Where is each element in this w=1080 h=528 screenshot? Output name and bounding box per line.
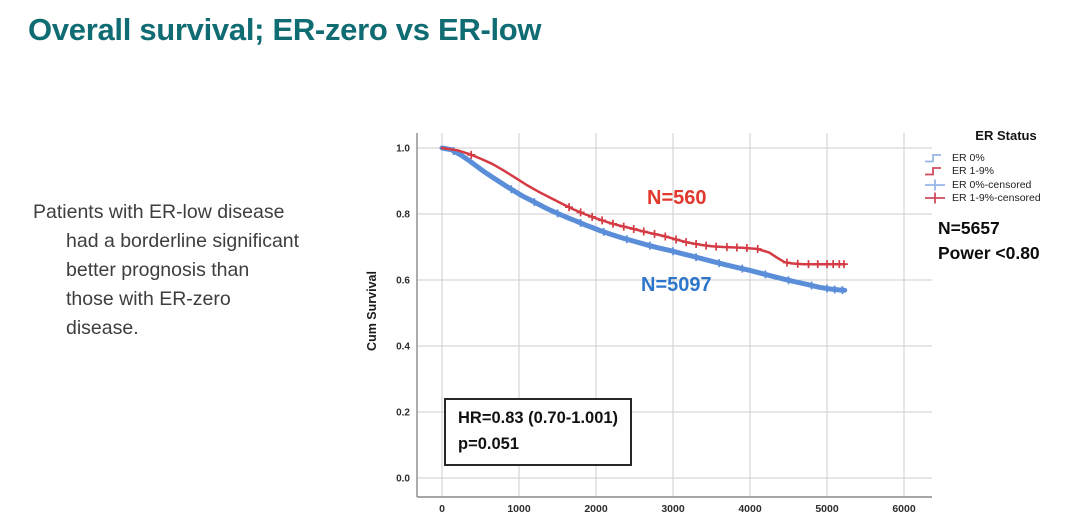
note-line: those with ER-zero <box>66 288 231 310</box>
step-line-icon <box>925 167 941 176</box>
x-tick-label: 2000 <box>584 503 608 515</box>
p-value: p=0.051 <box>458 435 520 453</box>
censor-mark <box>702 241 711 250</box>
hr-value: HR=0.83 (0.70-1.001) <box>458 409 619 427</box>
censor-mark <box>530 198 539 207</box>
censor-mark <box>742 244 751 253</box>
censor-mark <box>732 243 741 252</box>
censor-mark <box>830 285 839 294</box>
censor-mark <box>692 240 701 249</box>
legend-item-er19: ER 1-9% <box>924 165 1080 179</box>
y-tick-label: 0.0 <box>396 474 410 485</box>
censor-mark <box>692 253 701 262</box>
censor-mark <box>823 284 831 293</box>
cohort-stats: N=5657 Power <0.80 <box>938 216 1040 266</box>
axes <box>416 133 932 498</box>
note-line: had a borderline significant <box>66 230 300 252</box>
censor-mark <box>682 238 691 247</box>
censor-mark <box>588 212 597 221</box>
y-tick-label: 0.8 <box>396 210 410 221</box>
censor-mark <box>622 235 631 244</box>
note-line: Patients with ER-low disease <box>33 201 285 223</box>
censor-mark <box>650 229 659 238</box>
censor-mark <box>661 232 670 241</box>
note-line: better prognosis than <box>66 259 250 281</box>
x-tick-label: 5000 <box>815 503 839 515</box>
censor-mark <box>599 227 608 236</box>
censor-mark <box>639 227 648 236</box>
censor-mark <box>672 235 681 244</box>
x-tick-label: 0 <box>439 503 445 515</box>
censor-mark <box>669 247 677 256</box>
hazard-ratio-box: HR=0.83 (0.70-1.001) p=0.051 <box>444 398 633 466</box>
censor-mark <box>753 244 762 253</box>
er-low-n-label: N=560 <box>647 187 707 209</box>
note-line: disease. <box>66 317 139 339</box>
censor-mark <box>838 286 847 295</box>
censor-mark <box>715 259 724 268</box>
series-er19 <box>440 146 848 269</box>
censor-mark <box>784 276 793 285</box>
legend-item-label: ER 0% <box>952 151 985 164</box>
censor-mark <box>598 216 607 225</box>
x-tick-label: 4000 <box>738 503 762 515</box>
er-zero-n-label: N=5097 <box>641 274 712 296</box>
censored-plus-icon <box>925 179 945 191</box>
y-tick-label: 0.4 <box>396 342 410 353</box>
censor-mark <box>576 218 585 227</box>
note-text: Patients with ER-low disease had a borde… <box>33 198 338 343</box>
censor-mark <box>738 264 747 273</box>
censor-mark <box>793 259 802 268</box>
power-value: Power <0.80 <box>938 243 1040 263</box>
censor-mark <box>608 219 617 228</box>
x-tick-label: 3000 <box>661 503 685 515</box>
x-tick-label: 6000 <box>892 503 916 515</box>
censor-mark <box>629 224 638 233</box>
legend-item-label: ER 1-9%-censored <box>952 192 1041 205</box>
censor-mark <box>565 203 574 212</box>
censor-mark <box>553 209 562 218</box>
censor-mark <box>807 281 816 290</box>
tick-labels: 0.0 0.2 0.4 0.6 0.8 1.0 0 1000 2000 3000 4000 5000 6… <box>396 144 916 516</box>
censor-mark <box>576 208 585 217</box>
slide-title: Overall survival; ER-zero vs ER-low <box>28 12 542 47</box>
legend-item-er0: ER 0% <box>924 151 1080 165</box>
censor-mark <box>782 258 791 267</box>
gridlines <box>417 133 932 497</box>
survival-chart: 0.0 0.2 0.4 0.6 0.8 1.0 0 1000 2000 3000 4000 5000 6… <box>360 118 960 524</box>
series-er0 <box>439 145 848 295</box>
step-line-icon <box>925 153 941 163</box>
legend-item-er19-censored: ER 1-9%-censored <box>924 192 1080 206</box>
censor-mark <box>507 185 516 194</box>
censor-mark <box>804 260 813 269</box>
censor-mark <box>813 260 822 269</box>
y-tick-label: 0.6 <box>396 276 410 287</box>
chart-legend: ER Status ER 0% ER 1-9% ER 0%-censored E… <box>924 128 1080 205</box>
x-tick-label: 1000 <box>507 503 531 515</box>
y-tick-label: 0.2 <box>396 408 410 419</box>
legend-title: ER Status <box>975 128 1037 143</box>
censor-mark <box>761 270 770 279</box>
y-axis-title: Cum Survival <box>365 271 379 351</box>
censor-mark <box>645 241 654 250</box>
legend-item-label: ER 1-9% <box>952 165 995 178</box>
survival-chart-svg: 0.0 0.2 0.4 0.6 0.8 1.0 0 1000 2000 3000 4000 5000 6… <box>365 133 932 516</box>
censor-mark <box>839 260 848 269</box>
y-tick-label: 1.0 <box>396 144 410 155</box>
censor-mark <box>722 243 731 252</box>
legend-item-label: ER 0%-censored <box>952 178 1032 191</box>
legend-item-er0-censored: ER 0%-censored <box>924 178 1080 192</box>
censored-plus-icon <box>925 192 945 204</box>
total-n: N=5657 <box>938 218 1000 238</box>
censor-mark <box>712 242 721 251</box>
censor-mark <box>467 150 476 159</box>
censor-mark <box>619 222 628 231</box>
